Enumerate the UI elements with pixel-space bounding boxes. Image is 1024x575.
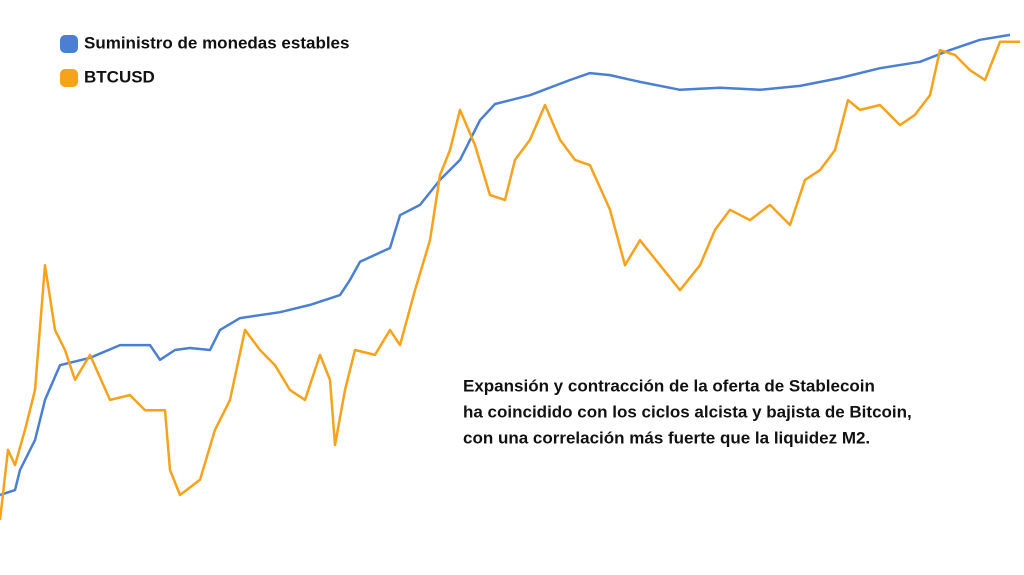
annotation: Expansión y contracción de la oferta de … [463, 376, 875, 395]
legend-label: Suministro de monedas estables [84, 33, 349, 52]
annotation: ha coincidido con los ciclos alcista y b… [463, 402, 912, 421]
legend-swatch [60, 69, 78, 87]
series-line [0, 33, 1011, 497]
legend-label: BTCUSD [84, 67, 155, 86]
series-line [0, 40, 1020, 521]
annotation: con una correlación más fuerte que la li… [463, 428, 870, 447]
legend-swatch [60, 35, 78, 53]
